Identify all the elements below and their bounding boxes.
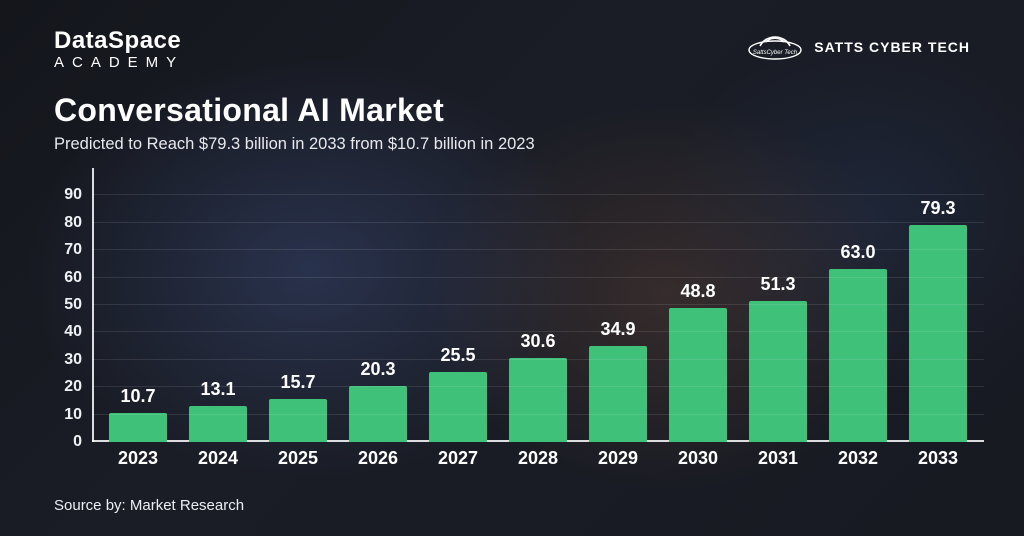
y-tick-label: 0 xyxy=(73,433,92,451)
bar-slot: 20.3 xyxy=(338,168,418,442)
x-tick-label: 2025 xyxy=(258,442,338,472)
x-tick-label: 2027 xyxy=(418,442,498,472)
bar xyxy=(909,225,967,442)
chart: 10.7 13.1 15.7 20.3 25.5 30.6 34.9 48.8 51.3 63.0… xyxy=(54,168,984,472)
bar-value-label: 30.6 xyxy=(520,331,555,352)
bar-slot: 79.3 xyxy=(898,168,978,442)
y-tick-label: 70 xyxy=(64,241,92,259)
bar-slot: 51.3 xyxy=(738,168,818,442)
x-tick-label: 2030 xyxy=(658,442,738,472)
bar-value-label: 25.5 xyxy=(440,345,475,366)
y-tick-label: 50 xyxy=(64,296,92,314)
gridline xyxy=(92,414,984,415)
plot-area: 10.7 13.1 15.7 20.3 25.5 30.6 34.9 48.8 51.3 63.0… xyxy=(92,168,984,442)
bar-value-label: 34.9 xyxy=(600,319,635,340)
bar-slot: 48.8 xyxy=(658,168,738,442)
bar xyxy=(189,406,247,442)
x-tick-row: 2023202420252026202720282029203020312032… xyxy=(92,442,984,472)
gridline xyxy=(92,304,984,305)
y-tick-label: 20 xyxy=(64,378,92,396)
gridline xyxy=(92,277,984,278)
gridline xyxy=(92,386,984,387)
bar-value-label: 10.7 xyxy=(120,386,155,407)
bar-slot: 25.5 xyxy=(418,168,498,442)
bar xyxy=(509,358,567,442)
bar-value-label: 13.1 xyxy=(200,379,235,400)
source-label: Source by: Market Research xyxy=(54,497,244,514)
bars-container: 10.7 13.1 15.7 20.3 25.5 30.6 34.9 48.8 51.3 63.0… xyxy=(92,168,984,442)
x-tick-label: 2032 xyxy=(818,442,898,472)
brand-left: DataSpace ACADEMY xyxy=(54,28,184,71)
y-tick-label: 40 xyxy=(64,323,92,341)
brand-left-sub: ACADEMY xyxy=(54,55,184,71)
bar-slot: 10.7 xyxy=(98,168,178,442)
logo-icon: SattsCyber Tech xyxy=(746,28,804,66)
chart-subtitle: Predicted to Reach $79.3 billion in 2033… xyxy=(54,135,535,154)
brand-right-label: SATTS CYBER TECH xyxy=(814,39,970,55)
bar xyxy=(829,269,887,442)
bar-slot: 13.1 xyxy=(178,168,258,442)
bar xyxy=(669,308,727,442)
bar-slot: 63.0 xyxy=(818,168,898,442)
bar xyxy=(109,413,167,442)
bar xyxy=(589,346,647,442)
bar-value-label: 63.0 xyxy=(840,242,875,263)
bar-slot: 34.9 xyxy=(578,168,658,442)
bar-value-label: 79.3 xyxy=(920,198,955,219)
y-tick-label: 30 xyxy=(64,351,92,369)
bar-slot: 15.7 xyxy=(258,168,338,442)
bar xyxy=(749,301,807,442)
gridline xyxy=(92,331,984,332)
x-tick-label: 2033 xyxy=(898,442,978,472)
x-tick-label: 2028 xyxy=(498,442,578,472)
gridline xyxy=(92,222,984,223)
gridline xyxy=(92,249,984,250)
x-tick-label: 2029 xyxy=(578,442,658,472)
gridline xyxy=(92,359,984,360)
title-block: Conversational AI Market Predicted to Re… xyxy=(54,92,535,154)
bar xyxy=(269,399,327,442)
brand-left-main: DataSpace xyxy=(54,28,184,53)
brand-right: SattsCyber Tech SATTS CYBER TECH xyxy=(746,28,970,66)
x-tick-label: 2031 xyxy=(738,442,818,472)
chart-title: Conversational AI Market xyxy=(54,92,535,129)
bar-value-label: 48.8 xyxy=(680,281,715,302)
brand-left-main-b: Space xyxy=(108,27,181,54)
bar xyxy=(429,372,487,442)
gridline xyxy=(92,194,984,195)
x-tick-label: 2024 xyxy=(178,442,258,472)
x-tick-label: 2023 xyxy=(98,442,178,472)
brand-left-main-a: Data xyxy=(54,27,108,54)
logo-subtext: SattsCyber Tech xyxy=(753,50,798,56)
x-tick-label: 2026 xyxy=(338,442,418,472)
y-tick-label: 90 xyxy=(64,186,92,204)
bar-slot: 30.6 xyxy=(498,168,578,442)
y-tick-label: 60 xyxy=(64,269,92,287)
y-tick-label: 10 xyxy=(64,406,92,424)
y-tick-label: 80 xyxy=(64,214,92,232)
bar-value-label: 15.7 xyxy=(280,372,315,393)
header: DataSpace ACADEMY SattsCyber Tech SATTS … xyxy=(54,28,970,71)
bar-value-label: 20.3 xyxy=(360,359,395,380)
